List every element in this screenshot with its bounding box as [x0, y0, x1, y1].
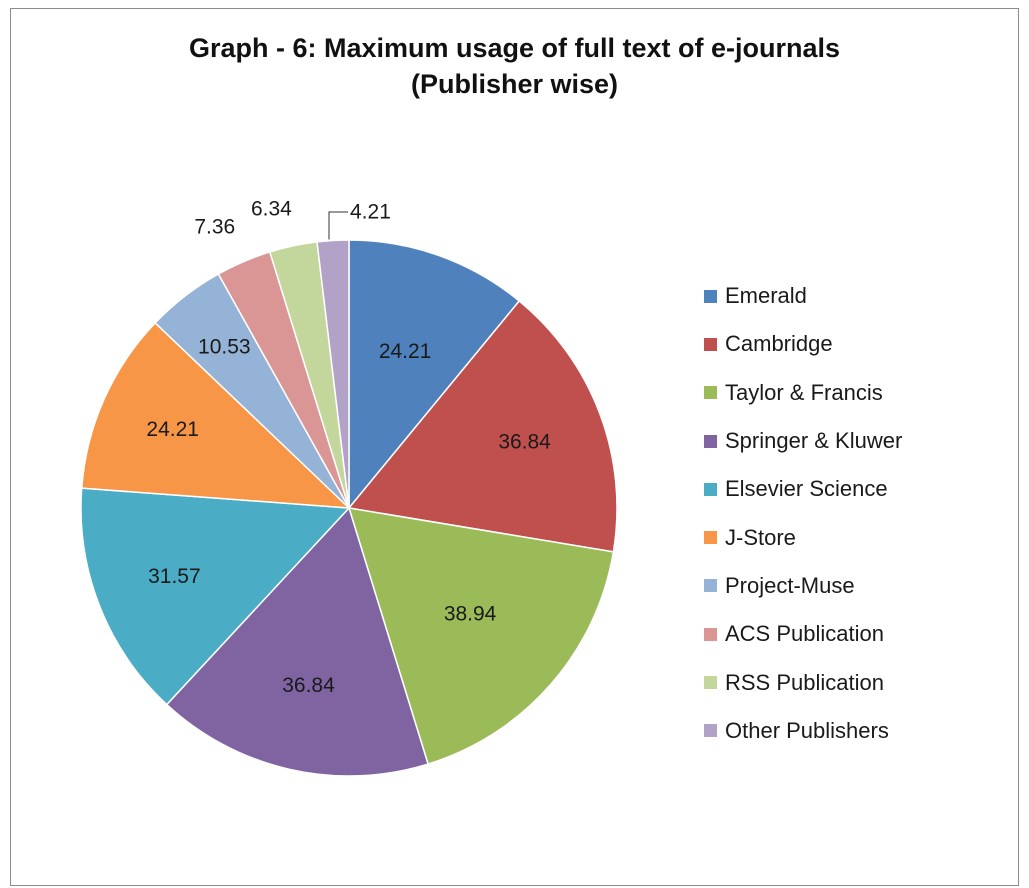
legend-label: RSS Publication — [725, 669, 884, 695]
data-label-project-muse: 10.53 — [198, 335, 251, 358]
legend-label: Springer & Kluwer — [725, 428, 903, 454]
legend-label: J-Store — [725, 524, 796, 550]
legend-item-cambridge: Cambridge — [704, 320, 902, 368]
chart-title-line: Graph - 6: Maximum usage of full text of… — [188, 33, 841, 63]
pie-slice-elsevier-science — [80, 487, 351, 706]
legend-item-j-store: J-Store — [704, 513, 902, 561]
data-label-acs-publication: 7.36 — [194, 216, 235, 239]
legend-label: Elsevier Science — [725, 476, 888, 502]
pie-slice-other-publishers — [316, 239, 350, 509]
legend-label: Taylor & Francis — [725, 379, 883, 405]
legend-item-acs-publication: ACS Publication — [704, 610, 902, 658]
data-label-taylor-francis: 38.94 — [444, 602, 497, 625]
legend-swatch — [704, 337, 717, 351]
data-label-cambridge: 36.84 — [498, 431, 551, 454]
data-label-elsevier-science: 31.57 — [148, 565, 201, 588]
legend-swatch — [704, 531, 717, 545]
legend-swatch — [704, 579, 717, 593]
legend-item-rss-publication: RSS Publication — [704, 658, 902, 706]
data-label-springer-kluwer: 36.84 — [282, 674, 335, 697]
chart-title: Graph - 6: Maximum usage of full text of… — [0, 30, 1029, 102]
data-label-j-store: 24.21 — [146, 418, 199, 441]
legend-swatch — [704, 482, 717, 496]
legend-item-project-muse: Project-Muse — [704, 562, 902, 610]
pie-slice-emerald — [348, 239, 521, 511]
pie-slice-taylor-francis — [347, 507, 615, 766]
legend-swatch — [704, 386, 717, 400]
legend-item-other-publishers: Other Publishers — [704, 707, 902, 755]
chart-subtitle: (Publisher wise) — [410, 69, 619, 99]
data-label-emerald: 24.21 — [379, 340, 432, 363]
legend-item-elsevier-science: Elsevier Science — [704, 465, 902, 513]
legend-item-springer-kluwer: Springer & Kluwer — [704, 417, 902, 465]
legend-label: Project-Muse — [725, 572, 855, 598]
data-label-rss-publication: 6.34 — [251, 198, 292, 221]
legend-swatch — [704, 434, 717, 448]
legend-swatch — [704, 289, 717, 303]
pie-slice-springer-kluwer — [165, 506, 429, 777]
legend-label: Cambridge — [725, 331, 833, 357]
pie-slice-cambridge — [347, 299, 618, 553]
legend-item-emerald: Emerald — [704, 272, 902, 320]
data-label-other-publishers: 4.21 — [350, 201, 391, 224]
legend-label: ACS Publication — [725, 621, 884, 647]
legend-item-taylor-francis: Taylor & Francis — [704, 369, 902, 417]
legend-label: Other Publishers — [725, 717, 889, 743]
legend: Emerald Cambridge Taylor & Francis Springer… — [704, 272, 902, 755]
pie-slice-j-store — [80, 321, 352, 509]
leader-line-other-publishers — [328, 211, 348, 240]
legend-swatch — [704, 676, 717, 690]
legend-swatch — [704, 724, 717, 738]
legend-swatch — [704, 627, 717, 641]
legend-label: Emerald — [725, 283, 807, 309]
